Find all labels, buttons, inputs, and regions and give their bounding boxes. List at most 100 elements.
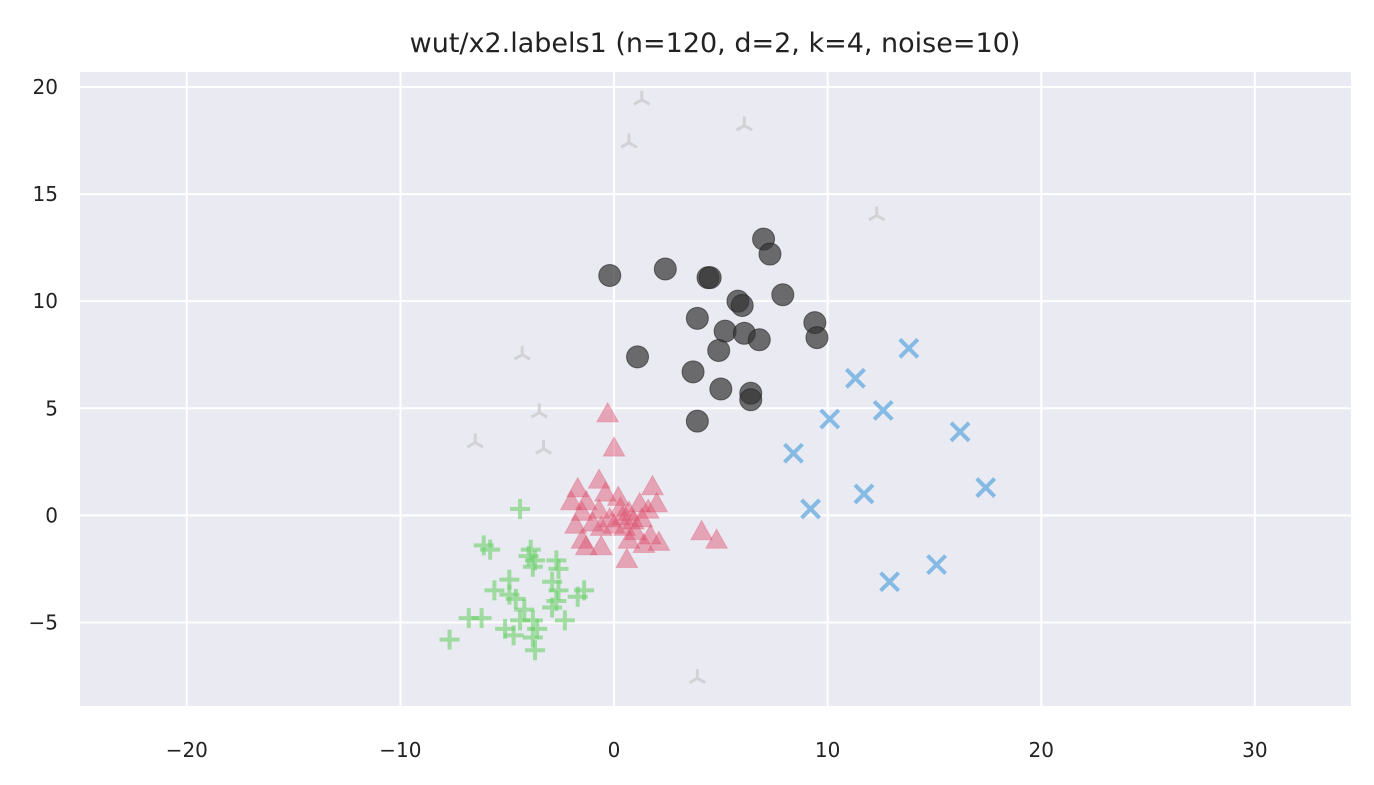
data-point: [800, 498, 821, 520]
data-point: [949, 421, 971, 443]
data-point: [628, 491, 652, 513]
data-point: [621, 508, 645, 530]
data-point: [805, 326, 829, 350]
series-x: [783, 337, 997, 593]
data-point: [704, 528, 729, 549]
y-tick-label: 20: [33, 75, 58, 99]
data-point: [626, 345, 650, 369]
data-point: [758, 242, 782, 266]
data-point: [563, 513, 588, 534]
data-point: [647, 530, 671, 551]
data-point: [593, 480, 618, 502]
x-tick-label: −20: [166, 738, 208, 762]
data-point: [524, 640, 545, 661]
data-point: [685, 306, 709, 330]
data-point: [566, 476, 590, 498]
data-point: [589, 534, 613, 556]
data-point: [615, 547, 639, 569]
data-point: [623, 519, 648, 541]
data-point: [602, 435, 626, 457]
data-point: [747, 328, 771, 352]
data-point: [638, 523, 663, 545]
data-point: [739, 388, 763, 412]
data-point: [688, 669, 706, 684]
data-point: [587, 498, 611, 519]
data-point: [530, 403, 548, 419]
data-point: [559, 489, 583, 511]
data-point: [709, 377, 733, 401]
y-tick-label: −5: [29, 610, 58, 634]
data-point: [698, 266, 722, 290]
data-point: [602, 513, 626, 534]
data-point: [542, 597, 563, 618]
data-point: [620, 133, 638, 149]
data-point: [617, 528, 641, 549]
data-point: [633, 90, 651, 106]
data-point: [510, 498, 531, 519]
data-point: [570, 500, 594, 521]
data-point: [589, 515, 613, 536]
data-point: [505, 588, 526, 609]
data-point: [548, 558, 569, 579]
data-point: [471, 608, 492, 629]
data-point: [484, 580, 505, 601]
data-point: [713, 319, 737, 343]
data-point: [783, 442, 804, 464]
x-tick-label: 10: [815, 738, 840, 762]
series-tri_down: [466, 90, 886, 684]
data-point: [926, 554, 948, 576]
data-point: [819, 408, 841, 430]
x-tick-label: 0: [608, 738, 621, 762]
data-point: [898, 337, 920, 359]
y-tick-label: 15: [33, 182, 58, 206]
data-point: [548, 580, 569, 601]
data-point: [574, 534, 598, 556]
data-point: [868, 206, 886, 222]
data-point: [730, 293, 754, 317]
data-point: [606, 485, 630, 506]
x-tick-label: 30: [1242, 738, 1267, 762]
data-point: [514, 599, 535, 620]
series-triangle: [559, 401, 729, 569]
data-point: [567, 586, 588, 607]
data-point: [975, 477, 997, 498]
data-point: [640, 474, 665, 496]
axis-ticks: −20 −10 0 10 20 30 −5 0 5 10 15 20: [29, 75, 1268, 762]
data-point: [707, 338, 731, 362]
data-point: [872, 400, 894, 421]
chart-title: wut/x2.labels1 (n=120, d=2, k=4, noise=1…: [410, 28, 1021, 59]
data-point: [522, 627, 543, 648]
data-point: [534, 439, 553, 455]
data-point: [853, 483, 875, 505]
data-point: [610, 504, 635, 526]
data-point: [645, 491, 669, 513]
data-point: [845, 367, 866, 389]
data-point: [522, 556, 543, 577]
data-point: [513, 345, 531, 361]
y-tick-label: 0: [45, 503, 58, 527]
data-point: [636, 498, 660, 519]
data-point: [595, 401, 620, 423]
data-point: [598, 506, 622, 528]
data-point: [466, 433, 484, 449]
data-point: [735, 116, 753, 132]
series-circle: [598, 227, 829, 433]
data-point: [574, 489, 598, 511]
data-point: [617, 500, 641, 521]
data-points: [439, 90, 997, 684]
data-point: [570, 528, 594, 549]
data-point: [480, 539, 501, 560]
y-tick-label: 5: [45, 396, 58, 420]
data-point: [689, 519, 714, 541]
data-point: [503, 625, 524, 646]
data-point: [630, 506, 654, 528]
data-point: [685, 409, 709, 433]
data-point: [581, 510, 605, 532]
y-tick-label: 10: [33, 289, 58, 313]
grid-lines: [80, 72, 1351, 706]
data-point: [598, 263, 622, 287]
data-point: [681, 360, 705, 384]
data-point: [653, 257, 677, 281]
data-point: [439, 629, 460, 650]
